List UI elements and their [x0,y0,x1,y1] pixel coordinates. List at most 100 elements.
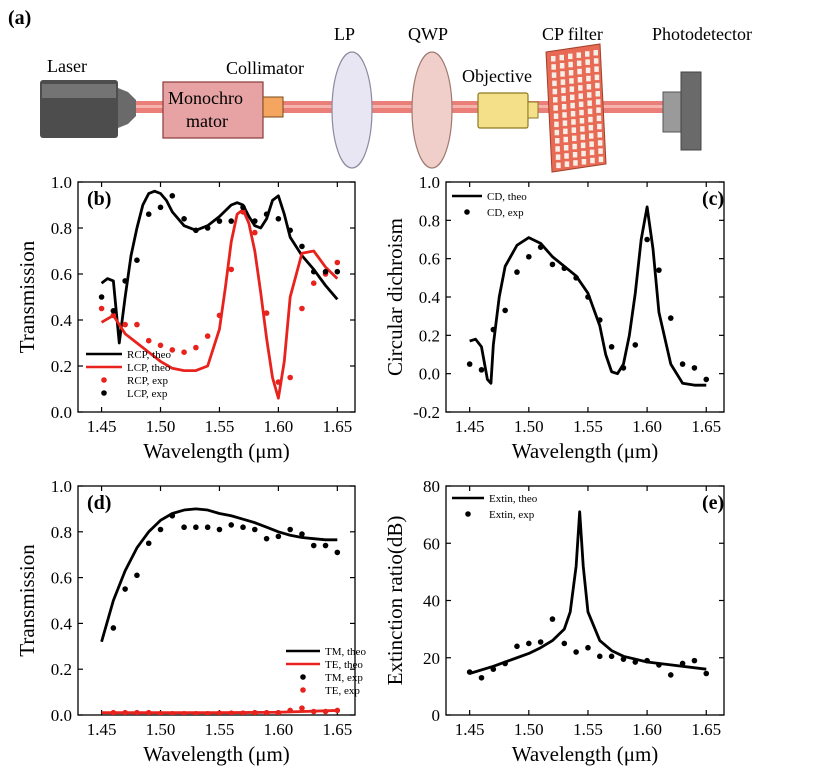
data-point [216,218,223,224]
data-point [181,711,187,715]
cp-filter-cell [593,58,599,64]
data-point [490,666,497,672]
data-point [98,294,105,300]
data-point [310,280,317,287]
legend-entry: RCP, theo [127,349,172,361]
x-tick-label: 1.60 [632,720,662,739]
cp-filter-cell [581,150,586,157]
cp-filter-cell [562,112,567,118]
cp-filter-cell [560,71,565,77]
x-tick-label: 1.65 [691,417,721,436]
legend-entry: TE, exp [325,685,360,697]
data-point [299,305,305,312]
legend-marker-swatch [464,209,470,215]
qwp-label: QWP [408,24,448,44]
laser-source: Laser [40,56,136,138]
x-axis-title: Wavelength (μm) [143,742,290,766]
y-tick-label: 0.2 [51,357,72,376]
data-point [204,225,211,231]
series-line-rcp-theo [100,189,339,345]
data-point [228,218,235,224]
plot-area [98,189,341,400]
data-point [703,670,710,677]
panel-label-c: (c) [702,188,724,210]
cp-filter-cell [579,118,585,124]
data-point [585,644,591,651]
panel-label-b: (b) [87,188,111,210]
cp-filter-cell [561,95,566,102]
photodetector-body [680,71,702,151]
data-point [632,342,639,348]
data-point [608,653,615,660]
data-point [263,535,270,542]
x-tick-label: 1.65 [322,720,352,739]
cp-filter-cell [555,154,561,160]
cp-filter-cell [554,129,560,136]
data-point [299,531,305,537]
x-tick-label: 1.55 [573,417,603,436]
data-point [667,315,674,321]
data-point [98,305,105,312]
data-point [287,526,293,533]
x-tick-label: 1.50 [514,417,544,436]
legend: Extin, theo Extin, exp [452,493,538,521]
cp-filter-cell [580,134,585,140]
cp-filter-cell [570,94,575,101]
cp-filter-cell [580,126,585,132]
cp-filter-cell [585,51,590,57]
cp-filter-cell [553,105,558,111]
cp-filter-cell [577,68,582,75]
linear-polarizer: LP [331,24,373,169]
y-tick-label: 0.6 [51,569,72,588]
x-axis-title: Wavelength (μm) [143,439,290,463]
data-point [228,710,235,715]
y-tick-label: 40 [423,592,440,611]
legend-entry: RCP, exp [127,375,168,387]
data-point [526,253,532,260]
x-tick-label: 1.50 [514,720,544,739]
collimator-body [262,96,284,118]
quarter-wave-plate: QWP [408,24,453,169]
data-point [110,308,117,314]
x-tick-label: 1.50 [146,720,176,739]
plot-frame [77,181,356,413]
y-tick-label: 0.0 [419,365,440,384]
chart-panel-d: 1.45 1.50 1.55 1.60 1.65 0.0 0.2 0.4 0.6 0.8 1.0 Wa… [15,477,366,766]
cp-filter-cell [579,109,584,116]
data-point [632,659,639,665]
data-point [134,321,140,328]
data-point [110,625,117,631]
legend-entry: Extin, theo [489,493,538,505]
legend-marker-swatch [300,687,306,693]
cp-filter-cell [568,53,573,60]
data-point [310,268,317,275]
data-point [228,522,235,528]
legend-entry: CD, theo [487,191,527,203]
data-point [122,321,128,328]
y-tick-label: 0.6 [419,250,440,269]
data-point [252,229,258,236]
cp-filter-cell [571,127,577,133]
data-point [466,669,473,675]
lp-label: LP [334,24,355,44]
data-point [193,711,199,715]
x-tick-label: 1.60 [632,417,662,436]
cp-filter-cell [589,133,594,139]
data-point [514,269,520,275]
legend-entry: LCP, theo [127,362,171,374]
laser-beam-highlight [135,105,665,108]
y-axis-title: Transmission [15,544,39,657]
data-point [240,204,246,211]
data-point [514,643,520,650]
cp-filter-cell [555,138,560,144]
data-point [310,708,317,715]
cp-filter-cell [581,159,587,165]
y-tick-label: 60 [423,534,440,553]
lp-disc [331,51,373,169]
y-tick-label: 0.6 [51,265,72,284]
cp-filter-cell [569,78,574,84]
data-point [275,379,282,385]
y-tick-label: 20 [423,649,440,668]
laser-nozzle [118,88,136,128]
data-point [134,257,140,264]
